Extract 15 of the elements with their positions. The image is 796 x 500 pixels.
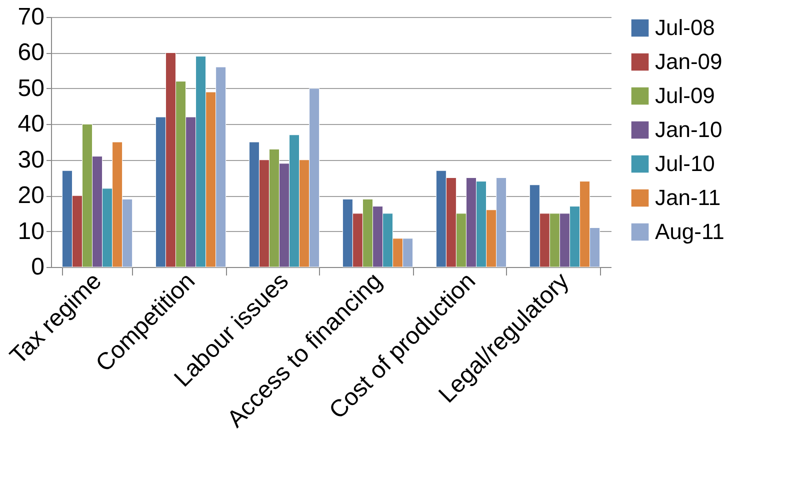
y-tick-label: 20 <box>18 182 44 210</box>
y-tick-label: 0 <box>31 254 44 280</box>
y-tick-label: 30 <box>18 146 44 174</box>
legend-label: Jan-10 <box>655 117 722 142</box>
y-tick-label: 70 <box>18 4 44 30</box>
legend-label: Jan-11 <box>655 185 721 210</box>
legend-label: Aug-11 <box>655 219 724 244</box>
legend-label: Jul-09 <box>655 83 715 108</box>
legend-label: Jan-09 <box>655 49 722 74</box>
y-tick-label: 50 <box>18 74 44 102</box>
y-tick-label: 40 <box>18 110 44 138</box>
legend-label: Jul-08 <box>655 15 715 40</box>
y-tick-label: 10 <box>18 218 44 245</box>
y-tick-label: 60 <box>18 39 44 66</box>
legend-label: Jul-10 <box>655 151 715 176</box>
